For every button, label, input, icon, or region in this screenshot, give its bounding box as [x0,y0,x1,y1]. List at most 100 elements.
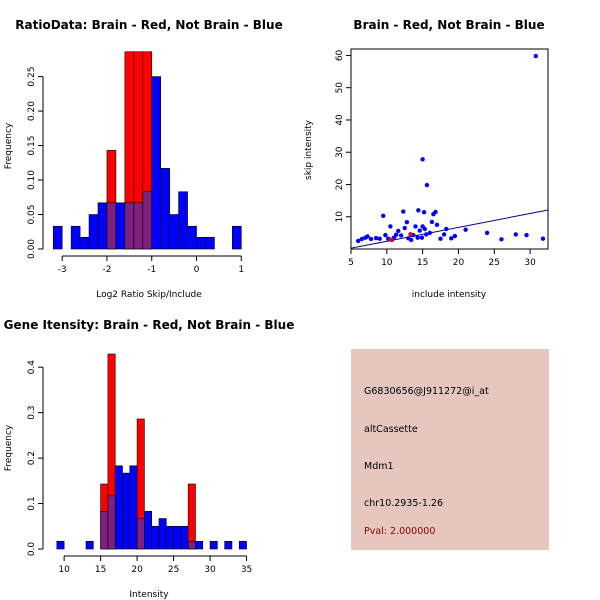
ratio-hist-y-tick-label: 0.20 [27,101,37,121]
gene-hist-bar-not-brain [238,540,247,550]
ratio-hist-bar-not-brain [115,202,126,250]
gene-hist-bar-not-brain [122,472,131,550]
ratio-hist-bar-not-brain [106,202,117,250]
location-text: chr10.2935-1.26 [364,498,444,509]
scatter-point-not-brain [452,233,458,239]
scatter-point-not-brain [402,225,407,231]
scatter-point-not-brain [449,236,454,241]
ratio-hist-bar-not-brain [52,225,63,250]
pval-text: Pval: 2.000000 [364,526,436,537]
ratio-hist-y-axis: 0.00 0.05 0.10 0.15 0.20 0.25 [27,67,44,259]
gene-hist-x-tick-label: 35 [241,565,252,575]
scatter-y-tick-label: 30 [335,146,345,158]
scatter-point-not-brain [408,237,414,243]
ratio-hist-y-tick-label: 0.15 [27,136,37,156]
scatter-point-not-brain [355,238,361,244]
scatter-y-tick-label: 10 [335,211,345,223]
gene-hist-bar-not-brain [158,518,167,550]
scatter-point-brain [388,237,394,242]
ratio-hist-bar-not-brain [97,202,108,250]
gene-hist-bar-not-brain [151,525,160,550]
gene-hist-x-tick-label: 30 [204,565,216,575]
scatter-point-not-brain [398,233,404,238]
scatter-point-not-brain [393,232,399,238]
ratio-hist-y-tick-label: 0.10 [27,170,37,190]
ratio-hist-ylabel: Frequency [4,122,14,169]
scatter-point-brain [408,231,413,237]
ratio-hist-x-tick-label: -1 [147,265,156,275]
scatter-point-not-brain [441,232,447,237]
gene-hist-xlabel: Intensity [129,590,169,600]
gene-hist-bar-not-brain [107,495,116,550]
intensity-scatter-panel: Brain - Red, Not Brain - Blue include in… [304,18,549,300]
scatter-point-not-brain [396,228,401,234]
gene-hist-bar-not-brain [187,540,196,550]
gene-histogram-panel: Gene Itensity: Brain - Red, Not Brain - … [4,318,295,600]
gene-hist-bar-not-brain [165,525,174,550]
scatter-point-not-brain [444,226,449,232]
ratio-hist-x-tick-label: 1 [238,265,244,275]
ratio-histogram-panel: RatioData: Brain - Red, Not Brain - Blue… [4,18,283,300]
ratio-hist-x-tick-label: 0 [194,265,200,275]
ratio-hist-bar-not-brain [187,225,197,250]
scatter-point-not-brain [417,228,422,233]
ratio-hist-bars [52,51,242,250]
scatter-point-not-brain [484,230,490,236]
scatter-point-not-brain [416,208,421,213]
ratio-hist-bar-not-brain [142,191,153,250]
scatter-x-tick-label: 30 [524,258,536,268]
scatter-point-not-brain [404,220,410,225]
gene-hist-y-tick-label: 0.3 [27,405,37,419]
gene-hist-bar-not-brain [129,465,138,550]
scatter-fit-line [350,209,549,249]
scatter-point-not-brain [373,235,379,241]
gene-name-text: Mdm1 [364,461,394,472]
scatter-ylabel: skip intensity [304,119,314,180]
gene-hist-x-tick-label: 15 [95,565,106,575]
ratio-hist-bar-not-brain [178,191,188,250]
event-type-text: altCassette [364,424,418,435]
gene-hist-y-tick-label: 0.4 [27,360,37,375]
gene-hist-y-tick-label: 0.0 [27,542,37,557]
scatter-point-not-brain [401,209,406,214]
scatter-point-not-brain [433,209,438,215]
ratio-hist-bar-not-brain [169,214,179,250]
ratio-hist-bar-not-brain [79,236,90,250]
scatter-xlabel: include intensity [412,290,487,300]
ratio-hist-bar-not-brain [124,202,135,250]
scatter-x-tick-label: 20 [453,258,465,268]
scatter-y-tick-label: 50 [335,82,345,94]
gene-hist-bars [56,353,247,550]
scatter-points [350,53,549,249]
ratio-hist-bar-not-brain [160,168,170,250]
gene-hist-bar-not-brain [173,525,182,550]
probe-id-text: G6830656@J911272@i_at [364,386,489,397]
scatter-point-not-brain [438,236,443,241]
gene-hist-x-axis: 10 15 20 25 30 35 [58,555,252,575]
scatter-point-not-brain [381,213,386,218]
scatter-y-tick-label: 40 [335,114,345,126]
ratio-hist-x-axis: -3 -2 -1 0 1 [58,255,244,275]
probe-info-panel: G6830656@J911272@i_at altCassette Mdm1 c… [351,349,549,550]
scatter-y-tick-label: 20 [335,178,345,190]
scatter-point-not-brain [429,219,435,225]
gene-hist-bar-not-brain [144,510,152,550]
scatter-point-not-brain [420,157,425,162]
scatter-x-tick-label: 25 [489,258,500,268]
gene-hist-bar-not-brain [136,518,145,550]
scatter-y-axis: 10 20 30 40 50 60 [335,49,352,223]
scatter-x-tick-label: 10 [381,258,393,268]
scatter-x-tick-label: 15 [417,258,428,268]
gene-hist-bar-not-brain [85,540,94,550]
scatter-point-not-brain [365,234,370,239]
scatter-point-not-brain [383,232,388,238]
scatter-point-not-brain [359,236,364,242]
scatter-point-not-brain [427,230,432,236]
scatter-point-not-brain [463,227,468,232]
gene-hist-ylabel: Frequency [4,424,14,471]
gene-hist-bar-not-brain [114,465,123,550]
gene-hist-bar-not-brain [180,525,189,550]
ratio-hist-bar-not-brain [196,236,206,250]
scatter-point-not-brain [415,235,420,240]
